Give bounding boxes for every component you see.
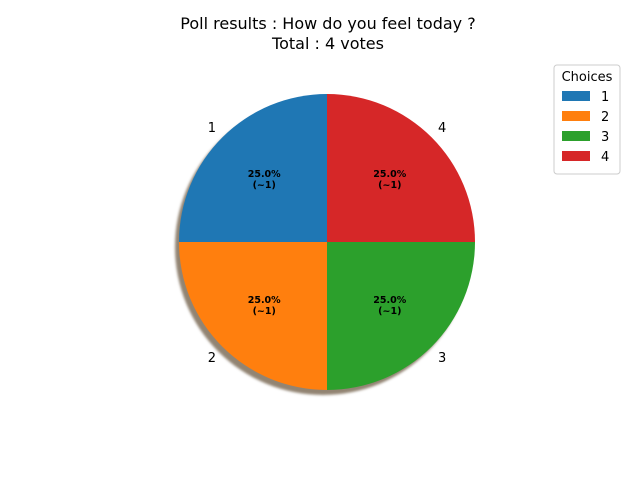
pie-percent-label-3: 25.0% xyxy=(373,295,406,306)
pie-category-label-3: 3 xyxy=(438,351,446,366)
legend-label-4: 4 xyxy=(601,150,609,165)
pie-category-label-4: 4 xyxy=(438,121,446,136)
chart-title-line-1: Poll results : How do you feel today ? xyxy=(180,14,475,33)
legend: Choices 1 2 3 4 xyxy=(553,64,621,175)
legend-title: Choices xyxy=(562,70,613,85)
legend-label-2: 2 xyxy=(601,110,609,125)
pie-slice-1 xyxy=(179,94,327,242)
pie-inner-labels: 25.0%(~1)25.0%(~1)25.0%(~1)25.0%(~1) xyxy=(248,169,407,317)
legend-swatch-4 xyxy=(562,151,590,161)
pie-count-label-4: (~1) xyxy=(378,180,401,191)
pie-outer-labels: 1 2 3 4 xyxy=(208,121,447,366)
legend-label-1: 1 xyxy=(601,90,609,105)
pie-percent-label-4: 25.0% xyxy=(373,169,406,180)
legend-swatch-2 xyxy=(562,111,590,121)
pie-slice-2 xyxy=(179,242,327,390)
chart-title-line-2: Total : 4 votes xyxy=(271,34,384,53)
pie-slices xyxy=(179,94,475,390)
pie-percent-label-1: 25.0% xyxy=(248,169,281,180)
legend-entries: 1 2 3 4 xyxy=(562,90,609,165)
pie-slice-3 xyxy=(327,242,475,390)
pie-count-label-1: (~1) xyxy=(253,180,276,191)
pie-category-label-2: 2 xyxy=(208,351,216,366)
legend-swatch-3 xyxy=(562,131,590,141)
pie-percent-label-2: 25.0% xyxy=(248,295,281,306)
legend-label-3: 3 xyxy=(601,130,609,145)
pie-slice-4 xyxy=(327,94,475,242)
legend-swatch-1 xyxy=(562,91,590,101)
pie-category-label-1: 1 xyxy=(208,121,216,136)
pie-count-label-2: (~1) xyxy=(253,306,276,317)
pie-count-label-3: (~1) xyxy=(378,306,401,317)
